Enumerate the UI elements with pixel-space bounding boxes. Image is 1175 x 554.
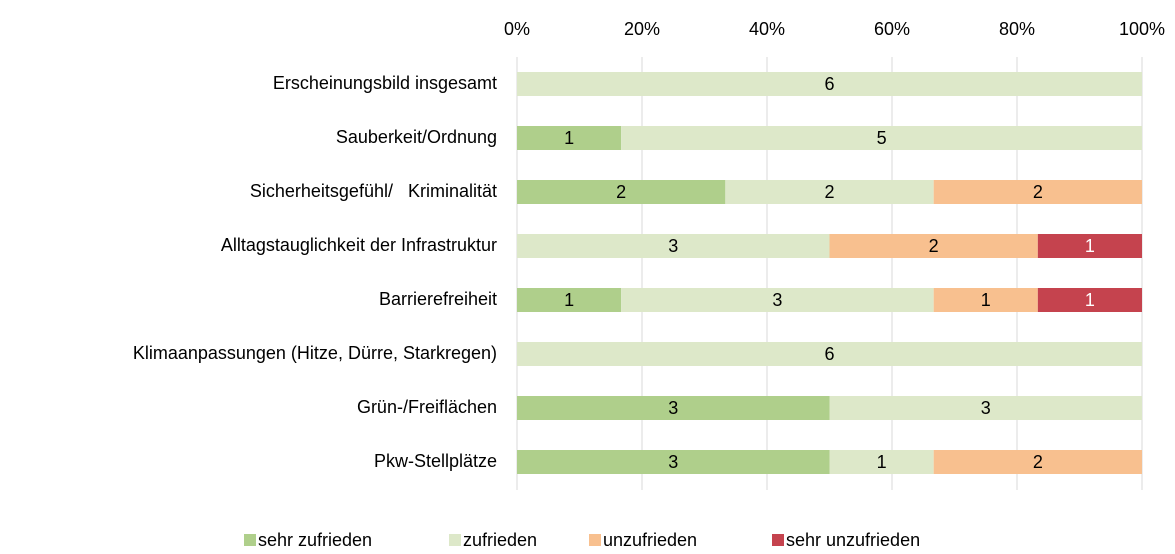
data-label: 1 [1085,290,1095,310]
y-tick-label: Klimaanpassungen (Hitze, Dürre, Starkreg… [133,343,497,363]
data-label: 6 [824,74,834,94]
legend-swatch [589,534,601,546]
bar-segment [829,396,1142,420]
data-label: 2 [616,182,626,202]
bar-segment [517,72,1142,96]
legend-swatch [772,534,784,546]
bar-segment [933,180,1142,204]
data-label: 1 [564,290,574,310]
bar-segment [1037,288,1142,312]
bar-segment [517,450,830,474]
y-tick-label: Pkw-Stellplätze [374,451,497,471]
bar-segment [621,126,1142,150]
data-label: 3 [668,236,678,256]
data-label: 3 [668,398,678,418]
data-label: 3 [668,452,678,472]
x-tick-label: 80% [999,19,1035,39]
data-label: 6 [824,344,834,364]
bar-segment [517,288,622,312]
bar-segment [517,396,830,420]
bar-segment [517,180,726,204]
data-label: 2 [929,236,939,256]
bar-segment [933,288,1038,312]
bar-segment [829,234,1038,258]
bar-segment [621,288,934,312]
data-label: 2 [824,182,834,202]
data-label: 2 [1033,452,1043,472]
data-label: 3 [981,398,991,418]
bar-segment [725,180,934,204]
y-tick-label: Erscheinungsbild insgesamt [273,73,497,93]
y-tick-label: Sauberkeit/Ordnung [336,127,497,147]
y-tick-label: Sicherheitsgefühl/ Kriminalität [250,181,497,201]
bar-segment [829,450,934,474]
y-tick-label: Barrierefreiheit [379,289,497,309]
x-tick-label: 20% [624,19,660,39]
legend-label: zufrieden [463,530,537,549]
data-label: 2 [1033,182,1043,202]
x-tick-label: 60% [874,19,910,39]
data-label: 1 [877,452,887,472]
legend-swatch [449,534,461,546]
x-tick-label: 40% [749,19,785,39]
data-label: 1 [1085,236,1095,256]
data-label: 1 [564,128,574,148]
y-tick-label: Alltagstauglichkeit der Infrastruktur [221,235,497,255]
x-tick-label: 100% [1119,19,1165,39]
legend-label: sehr zufrieden [258,530,372,549]
bar-segment [517,234,830,258]
legend-swatch [244,534,256,546]
bar-segment [517,342,1142,366]
y-tick-label: Grün-/Freiflächen [357,397,497,417]
bar-segment [1037,234,1142,258]
bar-segment [933,450,1142,474]
x-tick-label: 0% [504,19,530,39]
legend-label: unzufrieden [603,530,697,549]
legend-label: sehr unzufrieden [786,530,920,549]
data-label: 1 [981,290,991,310]
data-label: 5 [877,128,887,148]
bar-segment [517,126,622,150]
data-label: 3 [772,290,782,310]
